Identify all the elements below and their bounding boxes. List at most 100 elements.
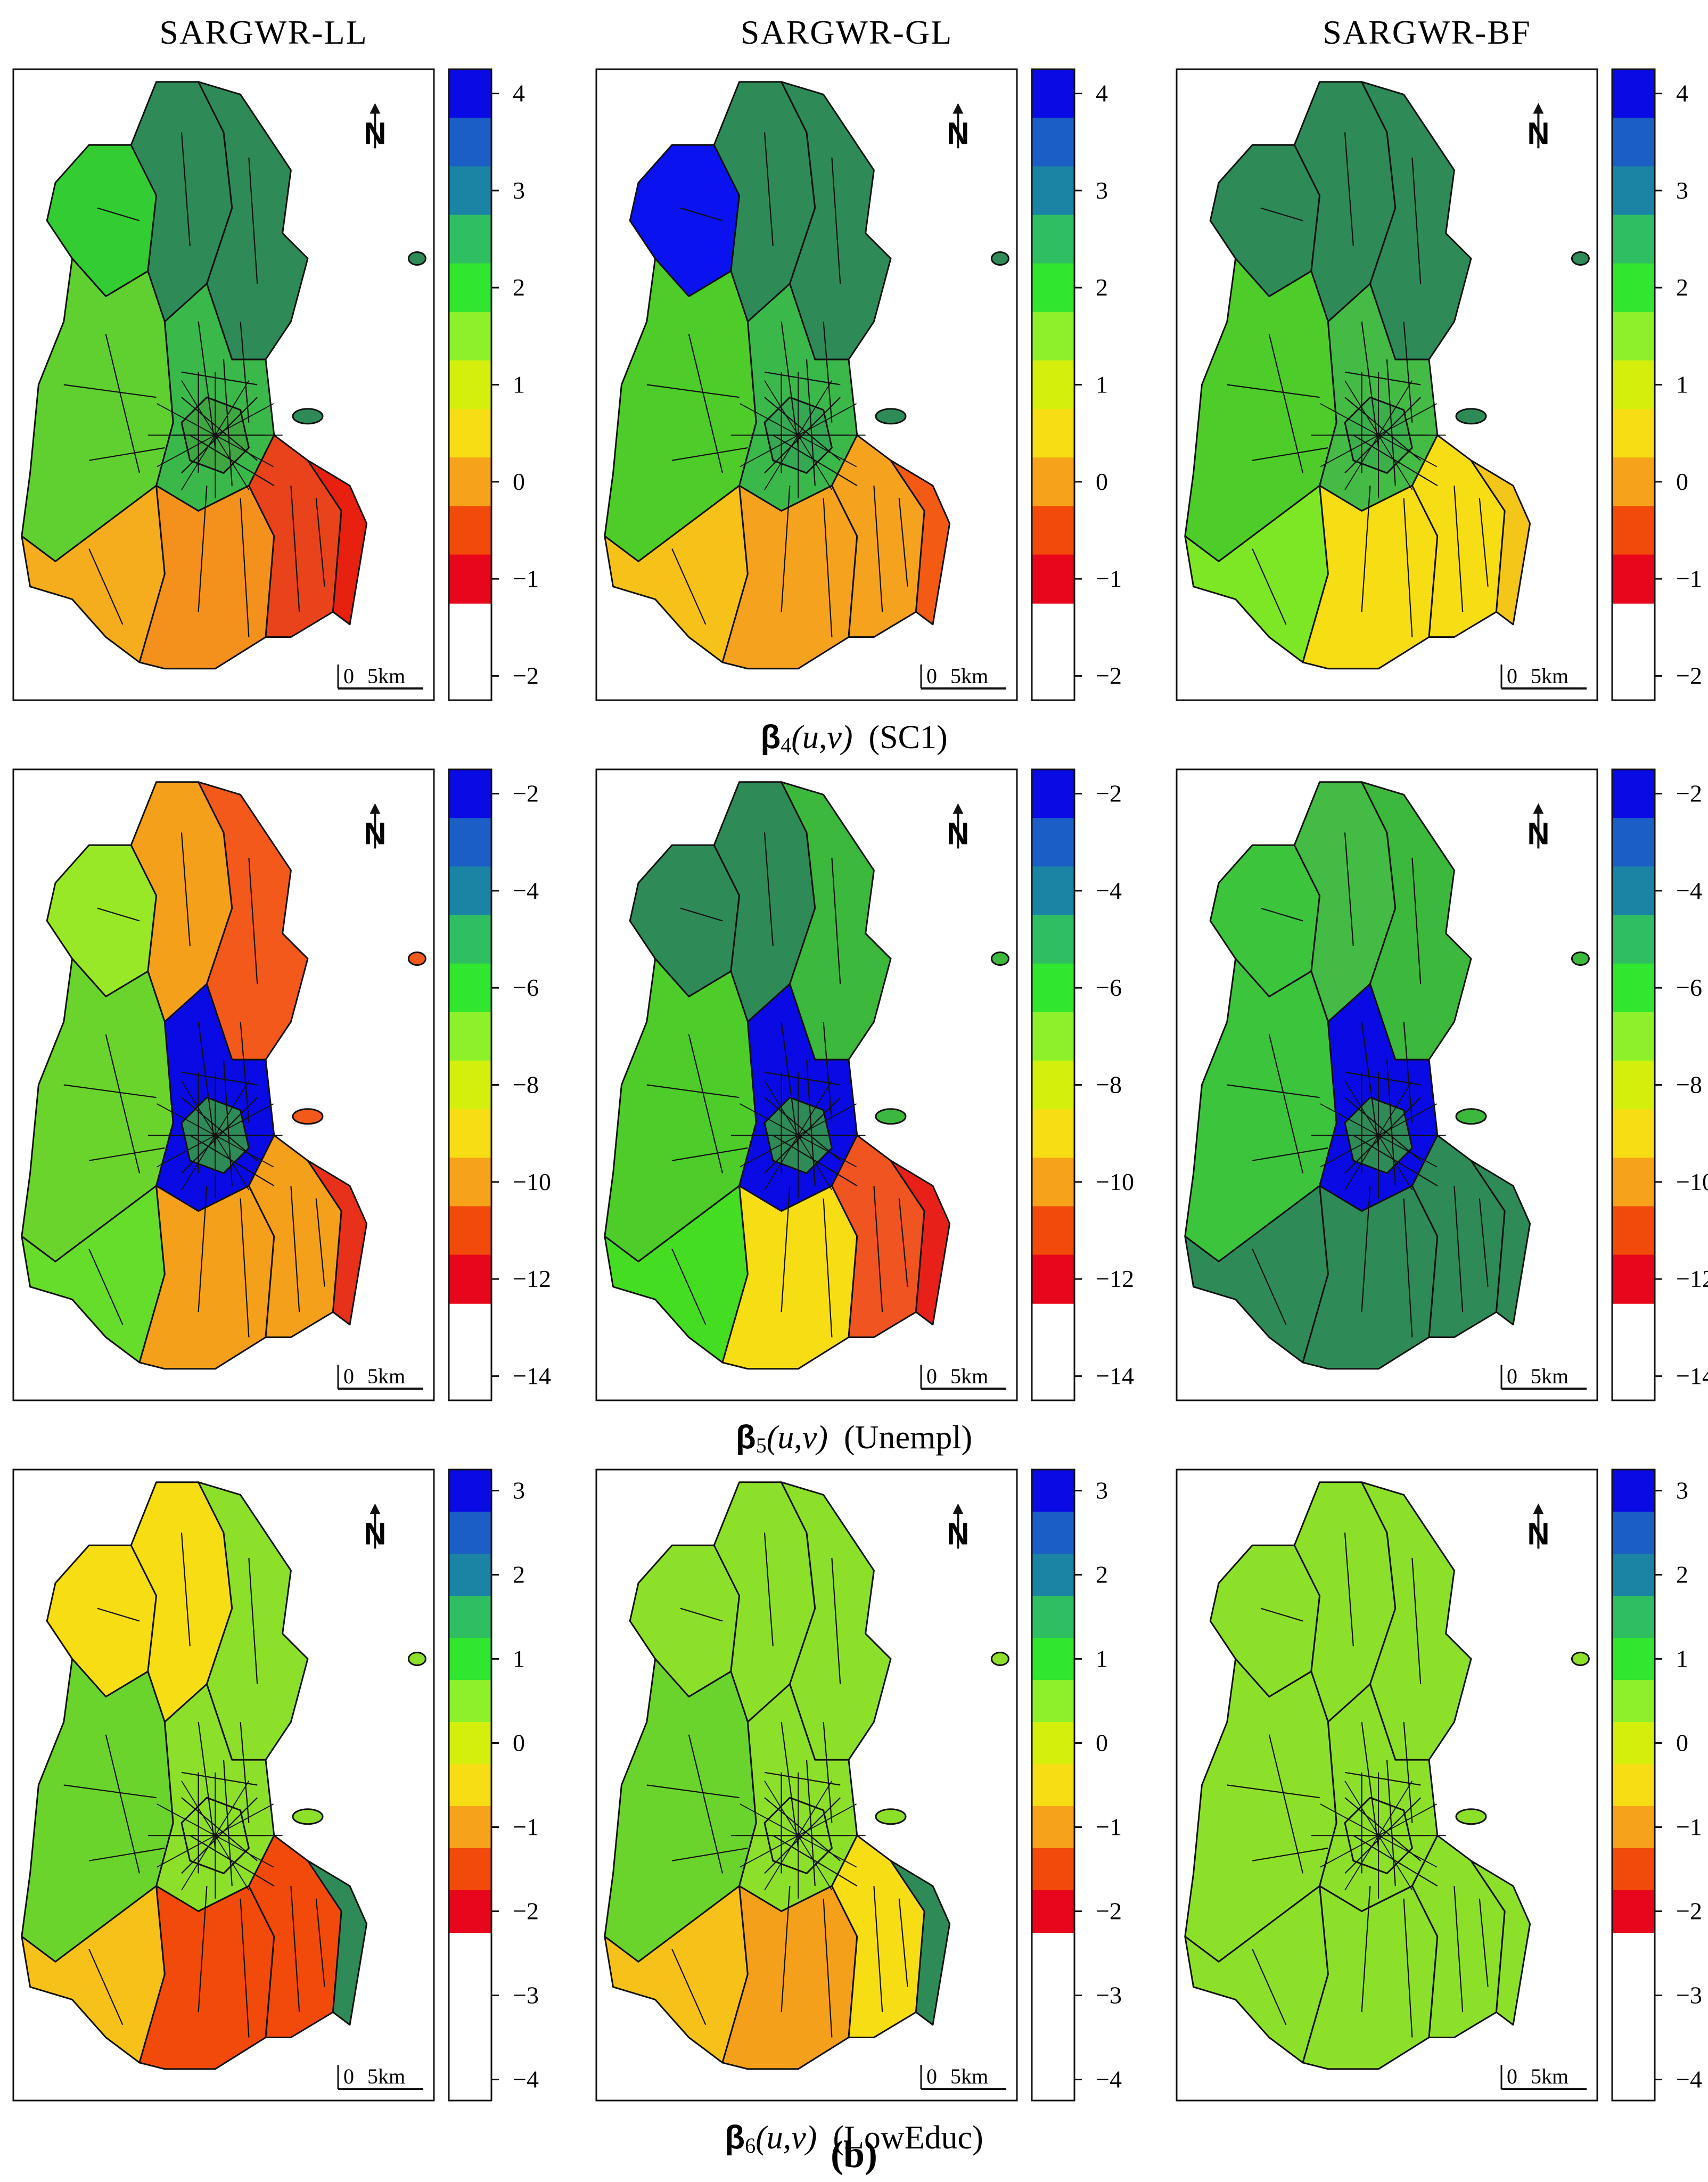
scalebar-distance: 5km	[367, 1364, 405, 1388]
caption-subscript: 5	[756, 1433, 767, 1457]
district-boundary	[1403, 1198, 1413, 1338]
legend-swatch	[1612, 263, 1655, 313]
district-boundary	[781, 486, 791, 612]
legend-tick-label: 2	[1676, 274, 1688, 301]
legend-swatch	[1612, 1554, 1655, 1596]
district-boundary	[1378, 1781, 1413, 1836]
legend-swatch	[449, 166, 491, 216]
island	[407, 1652, 426, 1666]
district-boundary	[1479, 1198, 1489, 1287]
district-boundary	[773, 1835, 858, 1887]
legend-swatch	[449, 118, 491, 167]
legend-swatch	[449, 1764, 491, 1807]
row-caption: β6(u,v) (LowEduc)	[725, 2119, 983, 2158]
district-boundary	[873, 1886, 883, 2013]
district-boundary	[181, 434, 216, 490]
legend-swatch	[1612, 311, 1655, 361]
district-boundary	[97, 907, 140, 922]
district-boundary	[823, 1721, 833, 1823]
district-boundary	[1378, 434, 1413, 490]
district-boundary	[215, 434, 274, 467]
legend-tick-label: −4	[1676, 877, 1702, 904]
district-boundary	[63, 384, 157, 398]
district-boundary	[1403, 498, 1413, 637]
legend-tick-label: 4	[1676, 80, 1688, 107]
scalebar-zero: 0	[343, 1364, 354, 1388]
district-boundary	[763, 1532, 774, 1646]
legend-swatch	[1612, 1512, 1655, 1554]
district-boundary	[223, 1760, 233, 1886]
district-boundary	[198, 1186, 208, 1313]
legend-swatch	[1032, 1848, 1074, 1891]
district-boundary	[1344, 434, 1379, 490]
legend-swatch	[449, 1060, 491, 1110]
district-boundary	[1378, 1080, 1413, 1136]
district-boundary	[223, 1060, 233, 1186]
district-boundary	[798, 434, 857, 467]
district-boundary	[215, 380, 250, 436]
district-boundary	[781, 321, 799, 448]
legend-tick-label: 2	[1676, 1561, 1688, 1588]
legend-swatch	[1032, 1722, 1074, 1765]
north-label: N	[947, 117, 969, 151]
legend-swatch	[449, 1206, 491, 1256]
district-south	[1302, 1885, 1439, 2070]
district-boundary	[290, 1886, 300, 2013]
legend-tick-label: −1	[513, 565, 539, 592]
district-boundary	[773, 434, 858, 487]
legend-tick-label: −2	[1676, 1898, 1702, 1925]
district-boundary	[105, 334, 141, 473]
district-boundary	[89, 1147, 165, 1161]
district-boundary	[823, 498, 833, 637]
district-boundary	[672, 1847, 748, 1861]
district-boundary	[1252, 1147, 1328, 1161]
legend-swatch	[1612, 1680, 1655, 1722]
legend-swatch	[449, 1722, 491, 1765]
scalebar-zero: 0	[1507, 1364, 1517, 1388]
north-arrow-icon	[369, 803, 381, 814]
scalebar-distance: 5km	[950, 1364, 988, 1388]
legend-swatch	[1032, 215, 1074, 264]
caption-subscript: 4	[781, 733, 791, 757]
district-coast	[1470, 1860, 1531, 2026]
district-boundary	[740, 1803, 799, 1836]
legend-frame	[448, 1469, 492, 2102]
north-arrow-icon	[1533, 803, 1544, 814]
district-boundary	[1386, 1060, 1396, 1186]
district-boundary	[223, 359, 233, 486]
legend-tick-label: −12	[1676, 1265, 1708, 1292]
scalebar-distance: 5km	[367, 2064, 405, 2088]
district-boundary	[763, 132, 774, 246]
district-boundary	[823, 1021, 833, 1123]
legend-swatch	[1032, 769, 1074, 819]
north-arrow-icon	[369, 103, 381, 114]
district-boundary	[798, 1835, 857, 1868]
legend-tick-label: −2	[1676, 780, 1702, 807]
legend-tick-label: −8	[1676, 1071, 1702, 1098]
legend-swatch	[1032, 69, 1074, 119]
legend-tick-label: 0	[1096, 468, 1108, 495]
district-boundary	[1252, 1847, 1328, 1861]
legend-tick-label: −4	[1676, 2066, 1702, 2093]
legend-swatch	[1612, 69, 1655, 119]
district-boundary	[740, 1835, 799, 1868]
district-boundary	[1378, 1103, 1438, 1136]
legend-swatch	[449, 915, 491, 964]
district-boundary	[806, 1060, 816, 1186]
legend-tick-label: 2	[513, 274, 525, 301]
district-boundary	[1353, 1835, 1438, 1887]
district-boundary	[688, 1734, 724, 1874]
legend-tick-label: −10	[513, 1168, 551, 1195]
district-boundary	[1227, 384, 1320, 398]
legend-swatch	[1612, 1848, 1655, 1891]
district-boundary	[781, 1721, 799, 1849]
district-boundary	[646, 384, 740, 398]
legend-tick-label: −12	[513, 1265, 551, 1292]
district-boundary	[1361, 1886, 1371, 2013]
scalebar-zero: 0	[343, 2064, 354, 2088]
legend-swatch	[1612, 1470, 1655, 1512]
legend-swatch	[1612, 963, 1655, 1013]
legend-tick-label: 0	[513, 468, 525, 495]
island	[1571, 251, 1590, 266]
district-boundary	[215, 1781, 250, 1836]
